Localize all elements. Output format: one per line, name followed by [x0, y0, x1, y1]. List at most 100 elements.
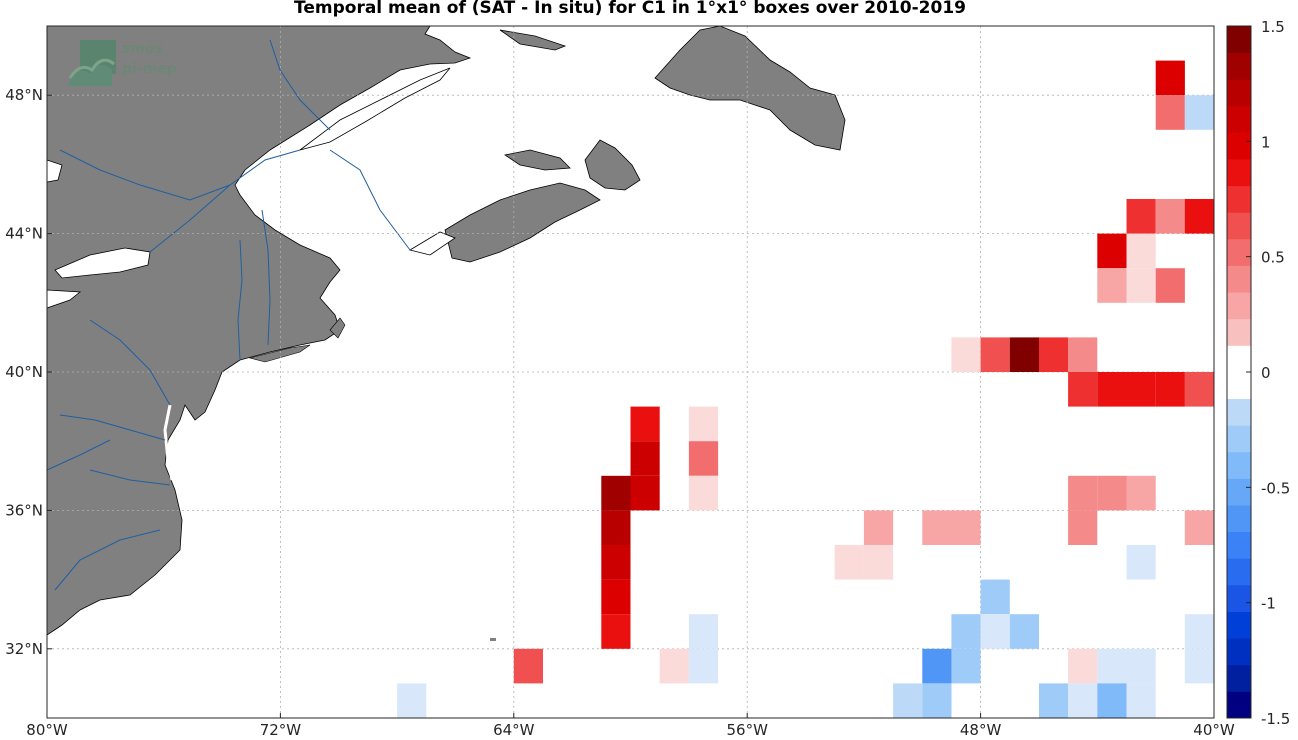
- heatmap-cell: [601, 510, 631, 545]
- heatmap-cell: [1126, 545, 1156, 580]
- heatmap-cell: [1097, 648, 1127, 684]
- land-bermuda: [490, 638, 496, 641]
- colorbar-tick-label: -1: [1261, 595, 1276, 613]
- heatmap-cell: [601, 614, 631, 649]
- heatmap-cells: [397, 60, 1214, 718]
- lake-ontario: [54, 247, 151, 279]
- land-nova-scotia: [444, 182, 601, 263]
- colorbar-swatch: [1227, 318, 1251, 346]
- heatmap-cell: [1097, 683, 1127, 718]
- colorbar-swatch: [1227, 105, 1251, 133]
- chart-title: Temporal mean of (SAT - In situ) for C1 …: [294, 0, 966, 18]
- colorbar-swatch: [1227, 638, 1251, 666]
- heatmap-cell: [1184, 95, 1214, 130]
- heatmap-cell: [1126, 199, 1156, 234]
- heatmap-cell: [893, 683, 923, 718]
- heatmap-cell: [397, 683, 427, 718]
- colorbar-tick-label: 0.5: [1261, 249, 1285, 267]
- heatmap-cell: [1126, 372, 1156, 407]
- colorbar-swatch: [1227, 611, 1251, 639]
- heatmap-cell: [659, 648, 689, 684]
- heatmap-cell: [951, 648, 981, 684]
- heatmap-cell: [1068, 337, 1098, 372]
- heatmap-cell: [951, 510, 981, 545]
- colorbar-swatch: [1227, 345, 1251, 373]
- heatmap-cell: [1068, 475, 1098, 511]
- river-saguenay: [269, 39, 331, 131]
- heatmap-cell: [688, 441, 719, 476]
- river-potomac: [59, 414, 166, 441]
- heatmap-cell: [922, 683, 952, 718]
- colorbar-swatch: [1227, 451, 1251, 479]
- land-cape-breton: [584, 139, 641, 191]
- heatmap-cell: [1184, 614, 1214, 649]
- heatmap-cell: [630, 441, 660, 476]
- x-tick-label: 72°W: [260, 721, 302, 739]
- logo-line-2: pi-mep: [122, 61, 177, 77]
- y-axis: 48°N 44°N 40°N 36°N 32°N: [5, 86, 52, 658]
- heatmap-cell: [1039, 683, 1069, 718]
- river-hudson: [237, 239, 243, 361]
- heatmap-cell: [1184, 648, 1214, 684]
- heatmap-cell: [630, 475, 660, 511]
- heatmap-cell: [1184, 510, 1214, 545]
- heatmap-cell: [688, 406, 719, 442]
- heatmap-cell: [688, 475, 719, 511]
- colorbar-swatch: [1227, 558, 1251, 586]
- heatmap-cell: [688, 648, 719, 684]
- colorbar-swatch: [1227, 691, 1251, 719]
- colorbar-tick-label: 1: [1261, 133, 1271, 151]
- colorbar-swatch: [1227, 26, 1251, 54]
- water-layer: [46, 39, 456, 591]
- land-long-island: [248, 344, 311, 363]
- heatmap-cell: [1039, 337, 1069, 372]
- colorbar-swatch: [1227, 425, 1251, 453]
- heatmap-cell: [1155, 268, 1185, 303]
- colorbar-tick-label: 1.5: [1261, 18, 1285, 36]
- colorbar-swatch: [1227, 238, 1251, 266]
- colorbar-swatch: [1227, 159, 1251, 187]
- heatmap-cell: [1009, 337, 1039, 372]
- heatmap-cell: [1184, 372, 1214, 407]
- river-james: [89, 469, 171, 486]
- heatmap-cell: [863, 510, 894, 545]
- colorbar-ticks: 1.5 1 0.5 0 -0.5 -1 -1.5: [1246, 18, 1290, 728]
- heatmap-cell: [688, 614, 719, 649]
- heatmap-cell: [951, 337, 981, 372]
- heatmap-cell: [1009, 614, 1039, 649]
- land-cape-cod: [329, 317, 346, 339]
- river-susquehanna: [89, 319, 171, 406]
- x-tick-label: 56°W: [726, 721, 768, 739]
- colorbar-tick-label: -1.5: [1261, 710, 1290, 728]
- heatmap-cell: [1097, 233, 1127, 269]
- heatmap-cell: [1126, 475, 1156, 511]
- colorbar-tick-label: -0.5: [1261, 479, 1290, 497]
- x-tick-label: 48°W: [960, 721, 1002, 739]
- colorbar-swatch: [1227, 132, 1251, 160]
- x-axis: 80°W 72°W 64°W 56°W 48°W 40°W: [26, 713, 1235, 739]
- colorbar-swatch: [1227, 398, 1251, 426]
- colorbar-swatch: [1227, 292, 1251, 320]
- heatmap-cell: [1126, 233, 1156, 269]
- heatmap-cell: [980, 579, 1010, 615]
- colorbar-tick-label: 0: [1261, 364, 1271, 382]
- y-tick-label: 36°N: [5, 501, 43, 519]
- river-roanoke: [54, 529, 161, 591]
- st-lawrence-estuary: [299, 67, 451, 151]
- heatmap-cell: [1097, 372, 1127, 407]
- heatmap-cell: [1126, 268, 1156, 303]
- heatmap-cell: [1155, 199, 1185, 234]
- chesapeake-bay: [163, 404, 174, 481]
- land-anticosti: [499, 29, 567, 51]
- smos-pimep-logo: smos pi-mep: [68, 40, 218, 88]
- heatmap-cell: [513, 648, 543, 684]
- x-tick-label: 64°W: [493, 721, 535, 739]
- colorbar-swatch: [1227, 265, 1251, 293]
- logo-waves-icon: [68, 40, 116, 86]
- colorbar: [1226, 25, 1252, 719]
- colorbar-swatch: [1227, 79, 1251, 107]
- heatmap-cell: [601, 579, 631, 615]
- river-ohio: [46, 439, 111, 471]
- heatmap-cell: [834, 545, 864, 580]
